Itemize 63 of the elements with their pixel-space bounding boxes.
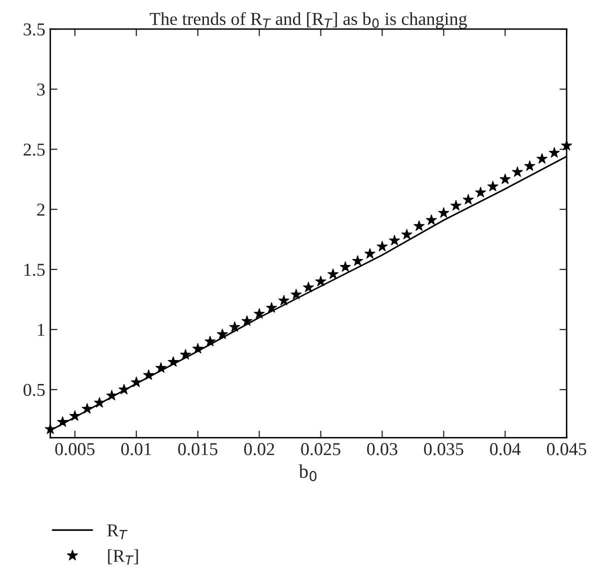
point xyxy=(438,207,450,218)
point xyxy=(180,349,191,360)
point xyxy=(242,315,252,326)
x-tick-label: 0.005 xyxy=(55,443,94,456)
point xyxy=(106,390,118,400)
point xyxy=(352,255,364,266)
y-tick-label: 3.5 xyxy=(24,23,45,36)
point xyxy=(266,302,278,313)
x-tick-label: 0.045 xyxy=(546,443,586,456)
point xyxy=(254,308,265,319)
point xyxy=(69,410,80,421)
point xyxy=(57,416,68,427)
y-tick-label: 0.5 xyxy=(24,384,45,396)
y-tick-label: 3 xyxy=(37,83,45,96)
point xyxy=(548,147,560,158)
x-axis-title: b$_{0}$ xyxy=(298,464,316,482)
point xyxy=(340,261,351,272)
point xyxy=(315,276,326,286)
point xyxy=(204,336,216,346)
point xyxy=(512,166,523,177)
point xyxy=(168,356,179,367)
y-tick-label: 2.5 xyxy=(24,144,45,156)
point xyxy=(130,376,142,388)
point xyxy=(94,397,105,408)
point xyxy=(462,194,474,204)
x-tick-label: 0.025 xyxy=(301,443,340,456)
point xyxy=(278,294,290,306)
legend-label: R$_{T}$ xyxy=(107,524,128,540)
point xyxy=(376,240,388,252)
point xyxy=(82,403,93,414)
x-tick-label: 0.02 xyxy=(244,443,274,456)
point xyxy=(414,220,425,231)
point xyxy=(302,282,314,292)
point xyxy=(475,186,486,198)
point xyxy=(229,321,240,332)
point xyxy=(389,234,400,246)
y-tick-label: 1 xyxy=(38,324,44,336)
y-tick-label: 1.5 xyxy=(24,264,45,276)
y-tick-label: 2 xyxy=(37,204,44,216)
point xyxy=(328,268,339,279)
x-tick-label: 0.035 xyxy=(424,443,464,456)
point xyxy=(143,369,154,380)
x-tick-label: 0.01 xyxy=(121,443,152,456)
point xyxy=(500,174,511,184)
point xyxy=(401,228,412,240)
point xyxy=(524,160,536,171)
point xyxy=(536,153,548,164)
point xyxy=(450,200,462,210)
point xyxy=(44,424,56,434)
x-tick-label: 0.015 xyxy=(178,443,218,456)
legend-label: [R$_{T}$] xyxy=(108,549,138,565)
point xyxy=(118,384,130,394)
point xyxy=(192,343,204,354)
x-tick-label: 0.03 xyxy=(367,443,398,456)
point xyxy=(426,214,437,225)
point xyxy=(155,362,166,373)
point xyxy=(487,180,498,192)
chart-title: The trends of R$_{T}$ and [R$_{T}$] as b$_{0}$ is changing xyxy=(150,12,467,29)
point xyxy=(216,328,228,340)
point xyxy=(364,248,376,259)
x-tick-label: 0.04 xyxy=(490,443,521,456)
point xyxy=(290,288,302,300)
point xyxy=(561,140,572,150)
